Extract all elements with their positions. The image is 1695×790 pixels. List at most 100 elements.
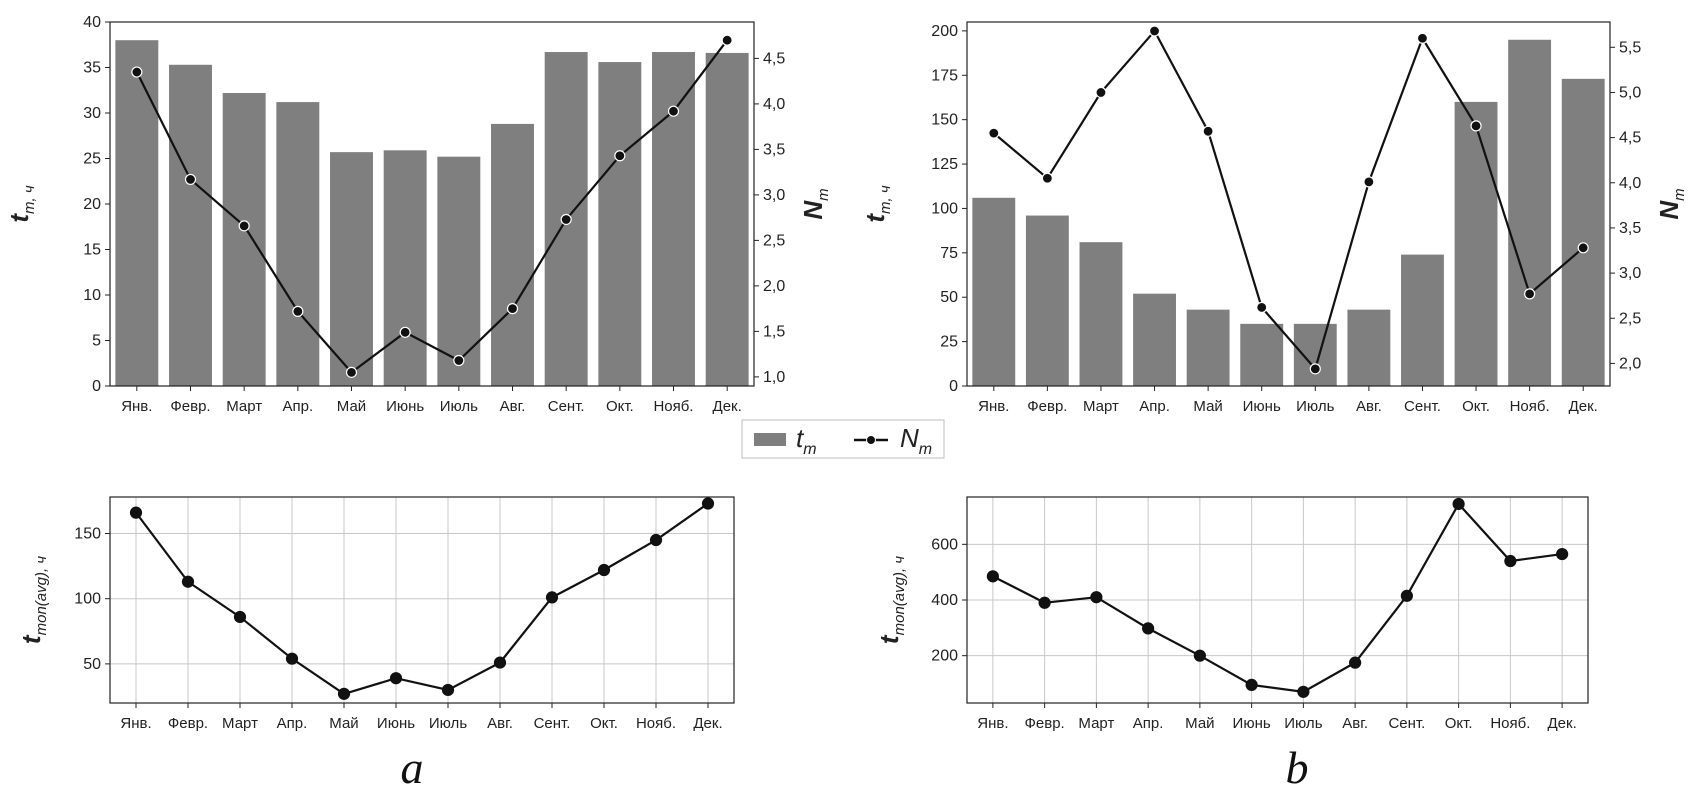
chart-b-bottom-point <box>1038 596 1051 609</box>
chart-b-top-bar <box>1293 323 1337 386</box>
chart-b-top-y2tick-label: 4,5 <box>1619 130 1641 147</box>
chart-b-top-xtick-label: Март <box>1083 398 1119 415</box>
chart-a-bottom-xtick-label: Янв. <box>120 715 151 732</box>
chart-b-top-xtick-label: Окт. <box>1462 398 1490 415</box>
chart-a-top-xtick-label: Май <box>337 398 366 415</box>
chart-a-top-xtick-label: Март <box>226 398 262 415</box>
chart-b-top-series-line <box>993 29 1584 372</box>
chart-a-top-ytick-label: 15 <box>83 242 101 259</box>
chart-b-top-y2tick-label: 3,5 <box>1619 220 1641 237</box>
chart-b-top-ytick-label: 125 <box>931 156 958 173</box>
legend: tm Nm <box>741 419 945 459</box>
chart-a-top-point <box>721 34 733 46</box>
chart-a-bottom-xtick-label: Март <box>222 715 258 732</box>
chart-b-top-bar <box>1401 254 1444 386</box>
chart-a-bottom-xtick-label: Сент. <box>534 715 571 732</box>
chart-b-top-bar <box>1133 293 1176 386</box>
chart-b-bottom-xtick-label: Июль <box>1284 715 1322 732</box>
chart-a-bottom-point <box>701 497 715 510</box>
chart-a-top-xtick-label: Июль <box>440 398 478 415</box>
chart-b-bottom-ylabel-main: t <box>874 634 904 644</box>
chart-a-top-xtick-label: Дек. <box>713 398 742 415</box>
chart-a-bottom-point <box>441 683 455 697</box>
chart-b-bottom-point <box>1142 622 1155 635</box>
chart-a-top-xtick-label: Нояб. <box>653 398 693 415</box>
chart-b-top-bar <box>1454 101 1498 386</box>
chart-b-top-ytick-label: 25 <box>940 334 958 351</box>
chart-b-top-xtick-label: Июль <box>1296 398 1334 415</box>
legend-line-marker <box>866 435 876 445</box>
chart-a-top-bar <box>652 52 695 386</box>
chart-b-top-y2tick-label: 4,0 <box>1619 175 1641 192</box>
chart-b-bottom-xtick-label: Авг. <box>1342 715 1368 732</box>
chart-b-bottom-point <box>1556 547 1569 561</box>
chart-a-top-bar <box>598 62 642 386</box>
chart-a-bottom-ytick-label: 100 <box>74 591 101 608</box>
chart-a-top-bar <box>491 123 534 387</box>
chart-a-top-y2tick-label: 2,5 <box>763 232 785 249</box>
chart-a-bottom-xtick-label: Окт. <box>590 715 618 732</box>
chart-a-top-y2tick-label: 4,5 <box>763 50 785 67</box>
chart-a-top-bar <box>276 102 320 386</box>
chart-b-top-bar <box>1186 309 1230 386</box>
chart-b-top-xtick-label: Нояб. <box>1510 398 1550 415</box>
chart-a-top-point <box>614 150 626 162</box>
chart-b-top-y2label: Nm <box>1654 188 1688 219</box>
chart-a-top-ylabel-sub: m, ч <box>21 185 38 214</box>
chart-a-top-bar <box>115 40 159 386</box>
chart-b-top-xtick-label: Дек. <box>1569 398 1598 415</box>
chart-b-top: 0 25 50 75 100 125 150 175 200 2,0 2,5 3,0 3,5 4,0 4,5… <box>860 21 1688 415</box>
chart-a-top-y2tick-label: 1,0 <box>763 369 785 386</box>
chart-b-bottom-point <box>1400 589 1413 602</box>
chart-a-top-xtick-label: Апр. <box>283 398 314 415</box>
chart-a-top-y2tick-label: 2,0 <box>763 278 785 295</box>
chart-a-bottom-point <box>129 506 143 519</box>
legend-line-sub: m <box>919 441 932 458</box>
chart-a-top-xtick-label: Авг. <box>500 398 526 415</box>
chart-a-top-ylabel: tm, ч <box>4 185 38 223</box>
chart-a-bottom-point <box>649 533 663 547</box>
chart-a-top-y2label-main: N <box>798 200 828 220</box>
chart-a-top-xtick-label: Окт. <box>606 398 634 415</box>
chart-a-top-point <box>238 220 250 232</box>
chart-b-top-bar <box>1347 309 1391 386</box>
chart-b-top-ylabel-main: t <box>860 213 890 223</box>
svg-text:tm: tm <box>796 423 817 458</box>
chart-a-top-ytick-label: 10 <box>83 287 101 304</box>
chart-b-top-point <box>1202 125 1214 137</box>
chart-a-bottom-ytick-label: 150 <box>74 526 101 543</box>
chart-a-top-ytick-label: 30 <box>83 105 101 122</box>
chart-a-top-point <box>184 173 197 186</box>
chart-b-top-y2tick-label: 3,0 <box>1619 265 1641 282</box>
chart-a-top: 0 5 10 15 20 25 30 35 40 1,0 1,5 2,0 2,5 3,0 3,5 4,0 4,5… <box>4 14 832 415</box>
chart-a-top-y2tick-label: 1,5 <box>763 323 785 340</box>
chart-b-bottom-ytick-label: 600 <box>931 536 958 553</box>
chart-a-top-point <box>667 105 680 117</box>
chart-b-top-bar <box>1079 242 1123 386</box>
chart-b-top-y2tick-label: 5,0 <box>1619 84 1641 101</box>
chart-b-bottom-point <box>1504 554 1517 568</box>
chart-a-top-xtick-label: Янв. <box>121 398 152 415</box>
chart-b-top-y2tick-label: 5,5 <box>1619 39 1641 56</box>
chart-b-top-xtick-label: Авг. <box>1356 398 1382 415</box>
chart-b-top-ytick-label: 175 <box>931 67 958 84</box>
chart-b-bottom-xtick-label: Март <box>1078 715 1114 732</box>
chart-b-bottom-xtick-label: Окт. <box>1445 715 1473 732</box>
chart-b-bottom-xtick-label: Янв. <box>977 715 1008 732</box>
chart-b-top-ytick-label: 50 <box>940 289 958 306</box>
chart-b-bottom-xtick-label: Апр. <box>1133 715 1164 732</box>
chart-a-bottom-xtick-label: Авг. <box>487 715 513 732</box>
chart-a-bottom-ytick-label: 50 <box>83 656 101 673</box>
chart-b-top-xtick-label: Апр. <box>1139 398 1170 415</box>
chart-a-top-y2label-sub: m <box>815 188 832 201</box>
chart-b-top-point <box>1148 25 1161 37</box>
chart-b-top-point <box>1524 288 1536 300</box>
chart-a-top-series-line <box>135 39 729 374</box>
chart-b-bottom-point <box>1245 678 1258 692</box>
chart-b-bottom-point <box>1193 649 1206 662</box>
chart-b-top-point <box>1041 172 1053 184</box>
chart-b-top-point <box>1470 120 1482 132</box>
chart-b-top-point <box>1309 363 1321 375</box>
chart-b-bottom-ylabel-sub: mon(avg), ч <box>891 556 908 636</box>
chart-b-top-ytick-label: 75 <box>940 245 958 262</box>
